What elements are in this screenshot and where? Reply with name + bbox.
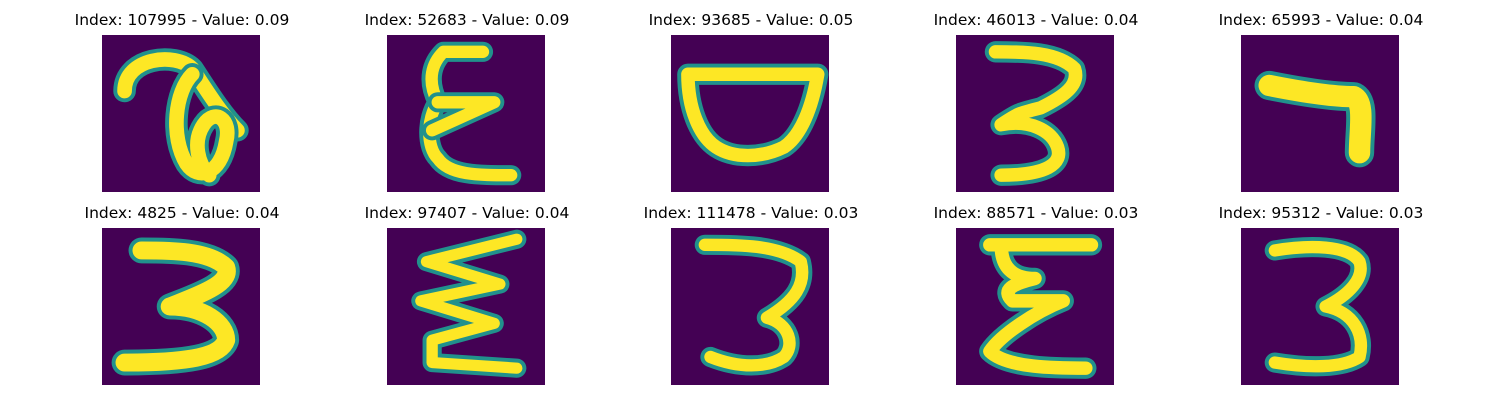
digit-image	[387, 35, 545, 192]
digit-image	[102, 35, 260, 192]
panel-title: Index: 97407 - Value: 0.04	[364, 204, 570, 222]
panel-title: Index: 46013 - Value: 0.04	[933, 11, 1139, 29]
panel-title: Index: 111478 - Value: 0.03	[643, 204, 859, 222]
panel-52683: Index: 52683 - Value: 0.09	[365, 9, 569, 192]
panel-title: Index: 88571 - Value: 0.03	[933, 204, 1139, 222]
panel-46013: Index: 46013 - Value: 0.04	[934, 9, 1138, 192]
panel-88571: Index: 88571 - Value: 0.03	[934, 202, 1138, 385]
panel-4825: Index: 4825 - Value: 0.04	[85, 202, 279, 385]
panel-title: Index: 93685 - Value: 0.05	[648, 11, 854, 29]
digit-image	[102, 228, 260, 385]
panel-95312: Index: 95312 - Value: 0.03	[1219, 202, 1423, 385]
digit-image	[956, 35, 1114, 192]
panel-97407: Index: 97407 - Value: 0.04	[365, 202, 569, 385]
panel-title: Index: 4825 - Value: 0.04	[84, 204, 280, 222]
digit-image	[671, 35, 829, 192]
digit-image	[671, 228, 829, 385]
panel-title: Index: 65993 - Value: 0.04	[1218, 11, 1424, 29]
panel-title: Index: 95312 - Value: 0.03	[1218, 204, 1424, 222]
panel-111478: Index: 111478 - Value: 0.03	[644, 202, 858, 385]
panel-65993: Index: 65993 - Value: 0.04	[1219, 9, 1423, 192]
digit-image	[387, 228, 545, 385]
panel-title: Index: 107995 - Value: 0.09	[74, 11, 290, 29]
panel-107995: Index: 107995 - Value: 0.09	[75, 9, 289, 192]
digit-image	[956, 228, 1114, 385]
digit-image	[1241, 35, 1399, 192]
panel-93685: Index: 93685 - Value: 0.05	[649, 9, 853, 192]
panel-title: Index: 52683 - Value: 0.09	[364, 11, 570, 29]
digit-image	[1241, 228, 1399, 385]
